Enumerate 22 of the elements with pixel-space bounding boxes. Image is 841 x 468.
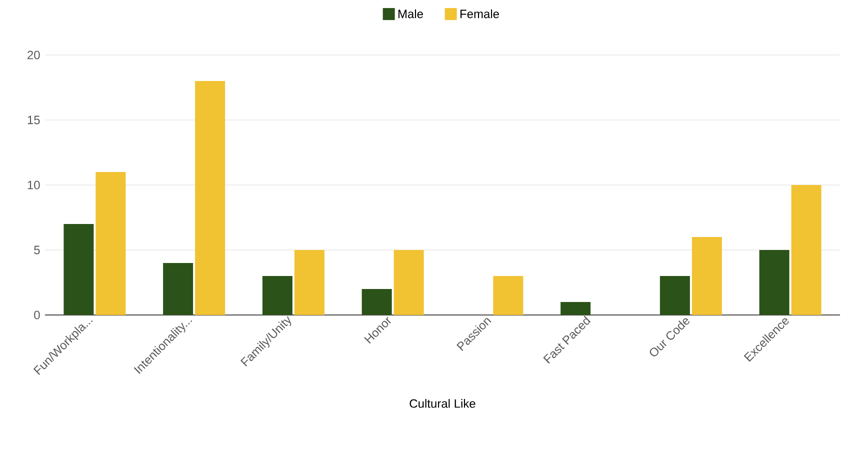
- legend-label: Female: [460, 9, 499, 18]
- bar: [394, 250, 424, 315]
- x-axis-title: Cultural Like: [410, 398, 476, 408]
- bar: [294, 250, 324, 315]
- y-tick-label: 15: [28, 116, 40, 124]
- legend-label: Male: [398, 9, 423, 18]
- bar: [692, 237, 722, 315]
- y-tick-label: 20: [28, 50, 40, 60]
- bar: [362, 289, 392, 315]
- bar: [493, 276, 524, 315]
- bar: [163, 262, 194, 315]
- bar: [759, 250, 790, 315]
- bar: [560, 302, 591, 315]
- bar: [660, 276, 690, 315]
- bar: [96, 172, 126, 315]
- y-tick-label: 10: [28, 180, 40, 190]
- y-tick-label: 5: [34, 246, 40, 254]
- bar: [262, 276, 292, 315]
- y-tick-label: 0: [34, 310, 40, 320]
- bar: [64, 224, 94, 315]
- bar: [195, 81, 226, 315]
- bar: [791, 185, 822, 315]
